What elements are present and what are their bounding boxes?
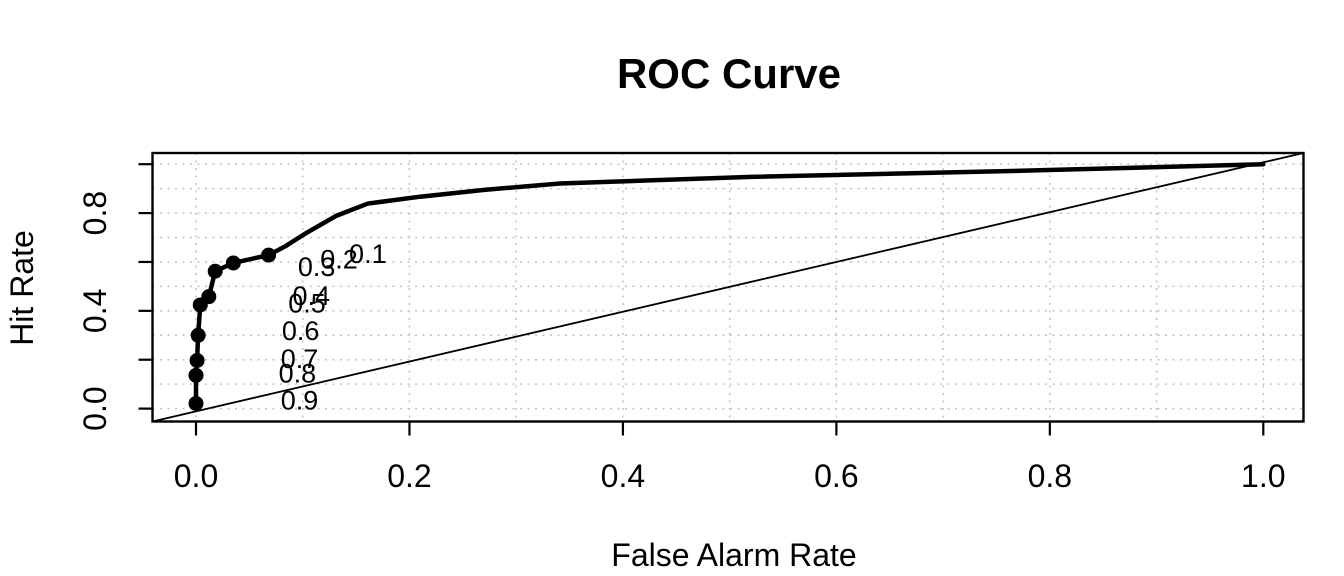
y-axis-ticks — [138, 163, 153, 410]
chart-title: ROC Curve — [617, 50, 841, 97]
threshold-label: 0.1 — [349, 239, 387, 269]
x-axis-label: False Alarm Rate — [611, 537, 856, 573]
chance-diagonal-line — [152, 152, 1304, 423]
roc-threshold-point — [225, 255, 241, 271]
plot-border — [151, 151, 1305, 423]
roc-threshold-point — [188, 367, 204, 383]
y-tick-label: 0.4 — [77, 289, 113, 333]
x-tick-label: 0.8 — [1028, 458, 1072, 494]
threshold-label: 0.6 — [282, 316, 320, 346]
y-axis-tick-labels: 0.0 0.4 0.8 — [77, 191, 113, 431]
x-tick-label: 0.2 — [387, 458, 431, 494]
threshold-label: 0.4 — [292, 281, 330, 311]
threshold-labels: 0.10.20.30.40.50.60.70.80.9 — [279, 239, 387, 415]
roc-threshold-point — [190, 327, 206, 343]
roc-threshold-point — [207, 263, 223, 279]
x-tick-label: 0.4 — [601, 458, 645, 494]
roc-threshold-point — [189, 352, 205, 368]
threshold-label: 0.8 — [279, 359, 317, 389]
threshold-label: 0.2 — [320, 244, 358, 274]
threshold-points — [188, 247, 277, 411]
roc-threshold-point — [261, 247, 277, 263]
threshold-label: 0.3 — [298, 252, 336, 282]
threshold-label: 0.5 — [288, 289, 326, 319]
threshold-label: 0.9 — [281, 385, 319, 415]
y-tick-label: 0.8 — [77, 191, 113, 235]
y-tick-label: 0.0 — [77, 386, 113, 430]
roc-threshold-point — [188, 395, 204, 411]
x-tick-label: 1.0 — [1241, 458, 1285, 494]
x-tick-label: 0.6 — [814, 458, 858, 494]
x-axis-ticks — [194, 421, 1265, 436]
x-tick-label: 0.0 — [174, 458, 218, 494]
y-axis-label: Hit Rate — [4, 230, 40, 346]
x-axis-tick-labels: 0.0 0.2 0.4 0.6 0.8 1.0 — [174, 458, 1286, 494]
roc-threshold-point — [201, 289, 217, 305]
threshold-label: 0.7 — [281, 344, 319, 374]
